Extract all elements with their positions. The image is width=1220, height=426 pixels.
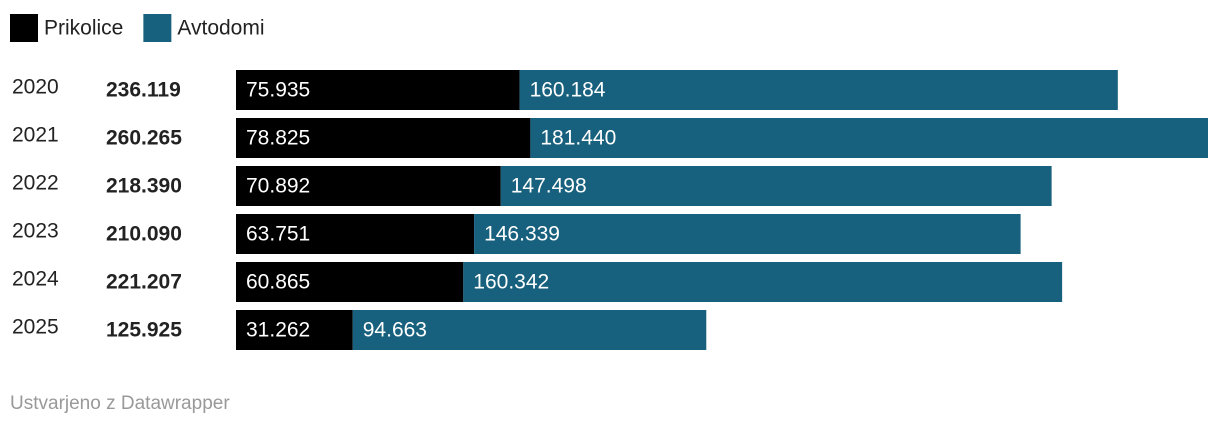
value-label: 94.663 — [363, 319, 427, 342]
total-label: 125.925 — [106, 319, 182, 342]
value-label: 63.751 — [246, 223, 310, 246]
value-label: 60.865 — [246, 271, 310, 294]
value-label: 181.440 — [540, 127, 616, 150]
category-label: 2020 — [12, 76, 59, 99]
value-label: 75.935 — [246, 79, 310, 102]
bar-segment — [352, 310, 707, 350]
legend-label: Avtodomi — [177, 17, 264, 40]
total-label: 210.090 — [106, 223, 182, 246]
bar-segment — [463, 262, 1063, 302]
value-label: 78.825 — [246, 127, 310, 150]
total-label: 260.265 — [106, 127, 182, 150]
footer: Ustvarjeno z Datawrapper — [10, 393, 230, 414]
total-label: 221.207 — [106, 271, 182, 294]
value-label: 160.342 — [473, 271, 549, 294]
bar-segment — [500, 166, 1052, 206]
bar-segment — [236, 118, 531, 158]
bar-segment — [530, 118, 1208, 158]
value-label: 31.262 — [246, 319, 310, 342]
bar-segment — [519, 70, 1118, 110]
total-label: 236.119 — [106, 79, 181, 102]
category-label: 2024 — [12, 268, 59, 291]
legend-swatch — [143, 14, 172, 42]
bar-segment — [474, 214, 1021, 254]
total-label: 218.390 — [106, 175, 182, 198]
legend-label: Prikolice — [44, 17, 123, 40]
bar-segment — [236, 310, 353, 350]
legend-swatch — [10, 14, 38, 42]
value-label: 160.184 — [530, 79, 606, 102]
category-label: 2023 — [12, 220, 59, 243]
category-label: 2025 — [12, 316, 59, 339]
value-label: 146.339 — [484, 223, 560, 246]
value-label: 147.498 — [511, 175, 587, 198]
value-label: 70.892 — [246, 175, 310, 198]
category-label: 2021 — [12, 124, 59, 147]
bar-segment — [236, 166, 501, 206]
category-label: 2022 — [12, 172, 59, 195]
bar-segment — [236, 70, 520, 110]
bar-segment — [236, 214, 475, 254]
bar-segment — [236, 262, 464, 302]
